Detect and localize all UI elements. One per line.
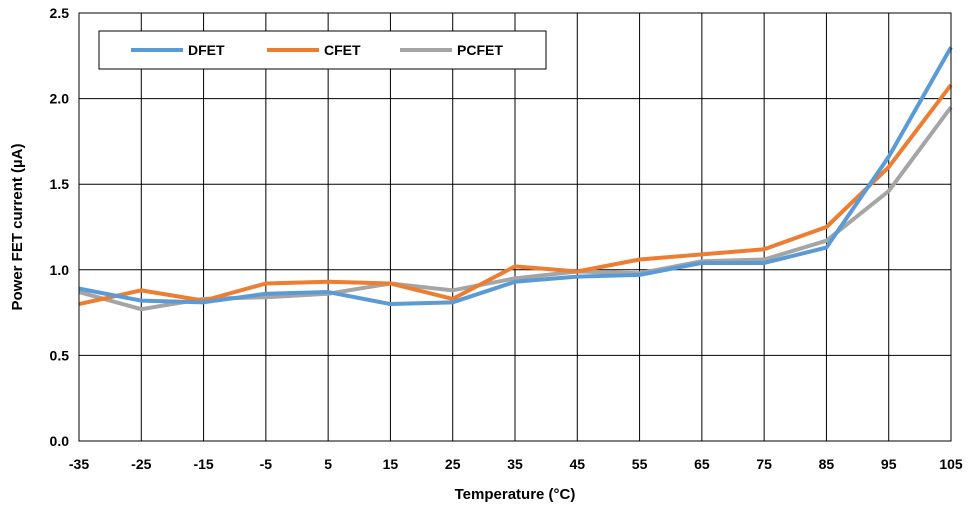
x-tick-label: 35 xyxy=(507,456,523,472)
y-tick-label: 1.5 xyxy=(50,176,70,192)
x-tick-label: 85 xyxy=(819,456,835,472)
series-line-cfet xyxy=(78,83,953,306)
y-tick-label: 2.5 xyxy=(50,5,70,21)
x-tick-label: 15 xyxy=(383,456,399,472)
x-tick-label: -5 xyxy=(260,456,273,472)
x-tick-label: 75 xyxy=(756,456,772,472)
legend-label-dfet: DFET xyxy=(188,42,225,58)
x-tick-label: 25 xyxy=(445,456,461,472)
legend: DFET CFET PCFET xyxy=(98,30,547,70)
series-line-dfet xyxy=(78,46,953,307)
y-tick-label: 2.0 xyxy=(50,91,70,107)
x-tick-label: -35 xyxy=(69,456,89,472)
x-tick-label: 55 xyxy=(632,456,648,472)
x-tick-label: 95 xyxy=(881,456,897,472)
x-tick-label: 5 xyxy=(324,456,332,472)
y-tick-label: 1.0 xyxy=(50,262,70,278)
y-tick-label: 0.5 xyxy=(50,347,70,363)
legend-label-pcfet: PCFET xyxy=(457,42,503,58)
x-tick-label: 45 xyxy=(569,456,585,472)
grid-lines xyxy=(78,12,952,442)
x-axis-title: Temperature (°C) xyxy=(455,486,576,503)
plot-area-border xyxy=(78,12,952,442)
y-tick-label: 0.0 xyxy=(50,433,70,449)
y-axis-ticks: 0.0 0.5 1.0 1.5 2.0 2.5 xyxy=(50,5,70,449)
x-tick-label: 65 xyxy=(694,456,710,472)
legend-label-cfet: CFET xyxy=(324,42,361,58)
series-lines xyxy=(78,46,953,312)
y-axis-title: Power FET current (µA) xyxy=(9,144,26,311)
x-tick-label: -25 xyxy=(131,456,151,472)
x-tick-label: 105 xyxy=(939,456,963,472)
x-tick-label: -15 xyxy=(193,456,213,472)
x-axis-ticks: -35 -25 -15 -5 5 15 25 35 45 55 65 75 85 95 105 xyxy=(69,456,963,472)
